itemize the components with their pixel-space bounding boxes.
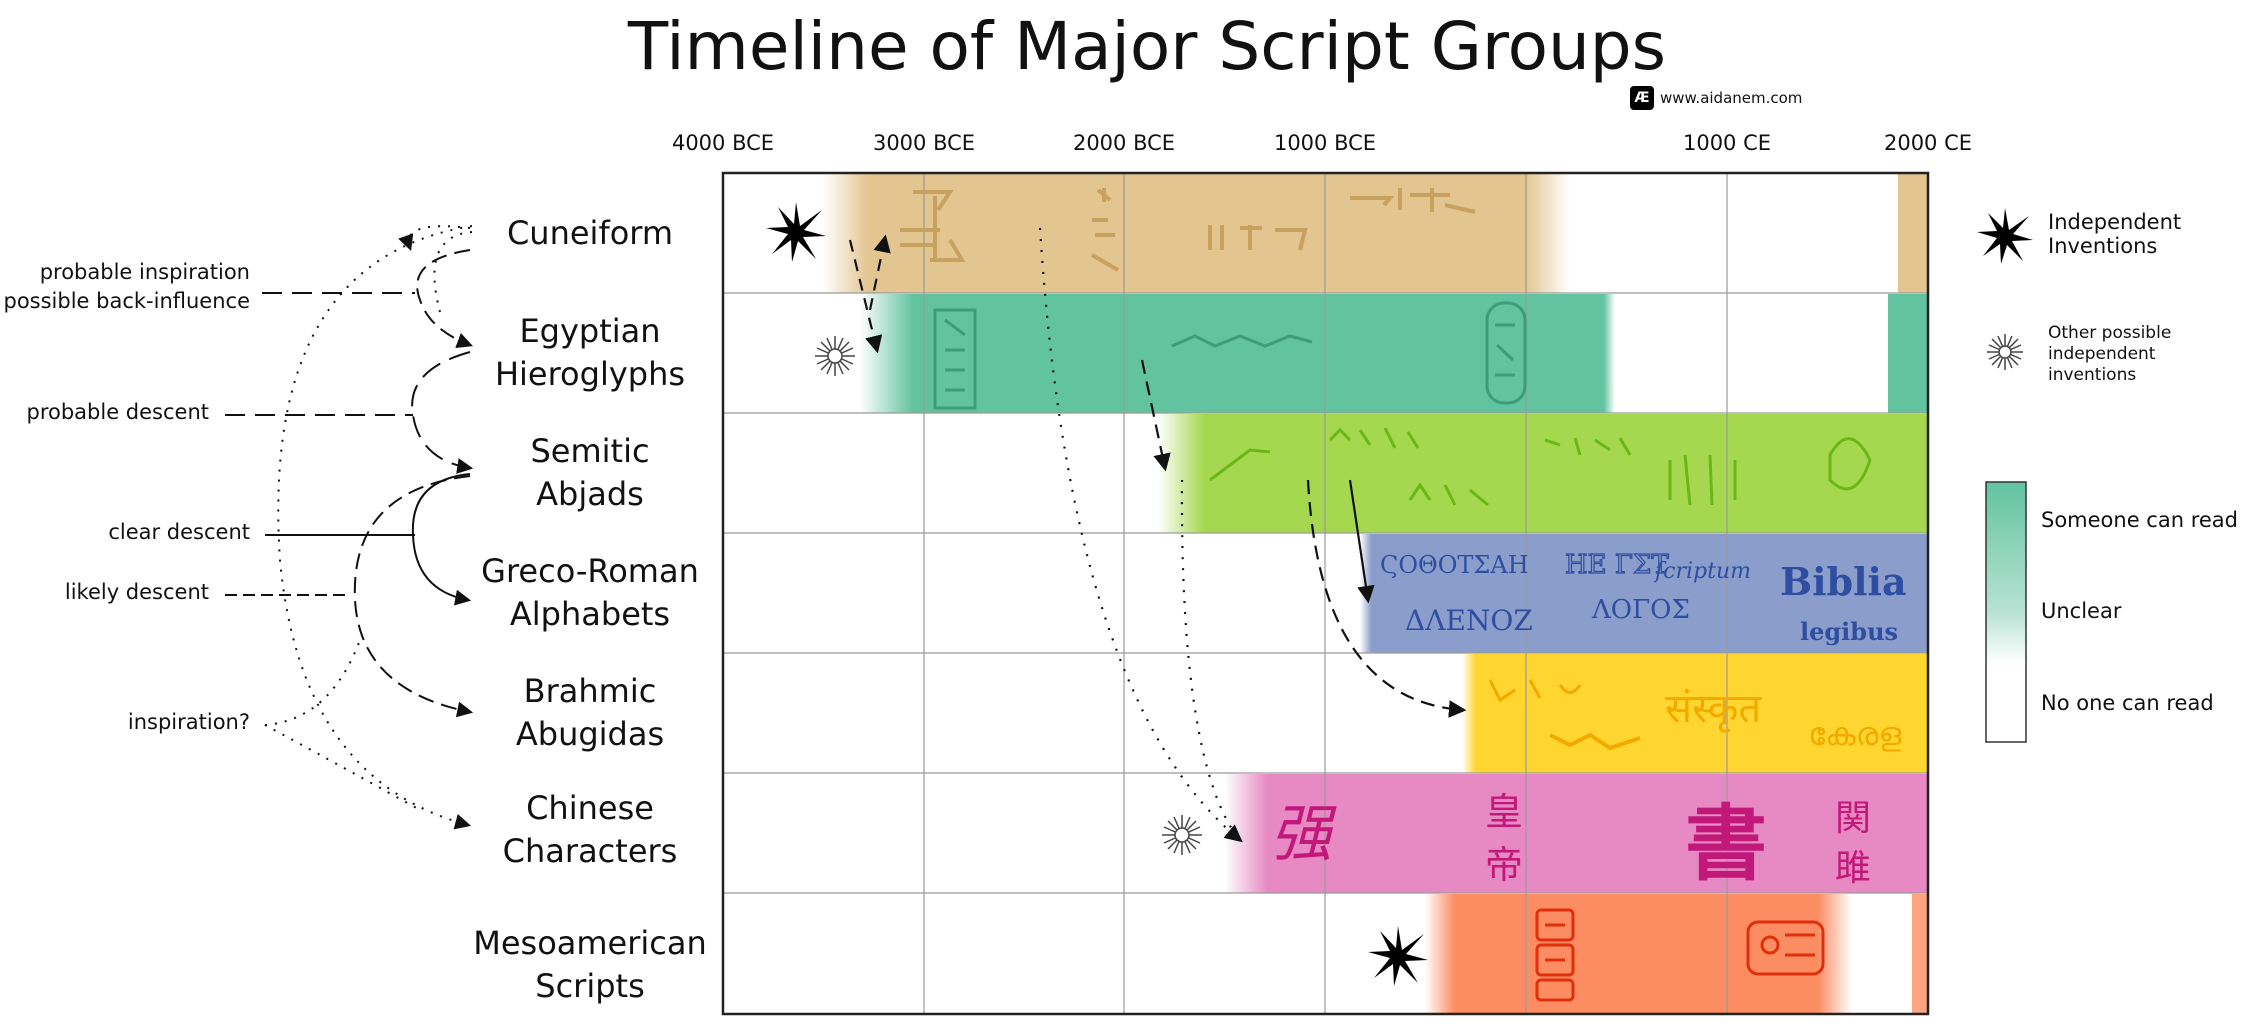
greco-roman-samples: ϚΟΘΟΤΣΑΗ ΗΕ ΓΣΤ ſcriptum ΔΛΕΝΟΖ ΛΟΓΟΣ Bi…	[1380, 549, 1907, 646]
credit-url[interactable]: www.aidanem.com	[1660, 89, 1803, 107]
cuneiform-glyphs	[900, 188, 1476, 272]
row-label-egyptian: Egyptian Hieroglyphs	[494, 312, 686, 393]
relation-diagram	[225, 225, 474, 830]
egyptian-glyphs	[933, 301, 1527, 410]
band-mesoamerican-edge	[1912, 894, 1928, 1013]
greek-sample-4: ΛΟΓΟΣ	[1591, 595, 1690, 625]
legend-someone-can-read: Someone can read	[2041, 508, 2238, 532]
page-title: Timeline of Major Script Groups	[627, 8, 1667, 85]
row-label-semitic: Semitic Abjads	[530, 432, 650, 513]
arrow-semitic-to-brahmic	[1306, 479, 1467, 718]
band-egyptian	[860, 294, 1615, 413]
legend-independent-label: Independent Inventions	[2048, 210, 2182, 258]
label-probable-inspiration: probable inspiration	[39, 260, 250, 284]
band-greco-roman	[1360, 534, 1928, 653]
timeline-frame	[721, 171, 1930, 1016]
brahmic-samples: संस्कृत കേരള	[1488, 679, 1902, 753]
credit: Æ www.aidanem.com	[1630, 86, 1802, 110]
row-label-mesoamerican: Mesoamerican Scripts	[473, 924, 707, 1005]
hanzi-sample-6: 强	[1270, 797, 1337, 870]
other-invention-star-chinese	[1162, 815, 1202, 855]
row-label-brahmic: Brahmic Abugidas	[515, 672, 665, 753]
band-cuneiform-revival	[1898, 174, 1928, 293]
arrow-egyptian-to-semitic	[1140, 359, 1171, 472]
hanzi-sample-5: 雎	[1835, 848, 1871, 889]
label-clear-descent: clear descent	[108, 520, 250, 544]
axis-label: 4000 BCE	[671, 131, 775, 155]
legend-other-star-icon	[1987, 334, 2023, 370]
row-label-greco-roman: Greco-Roman Alphabets	[481, 552, 699, 633]
devanagari-sample: संस्कृत	[1665, 686, 1762, 733]
legend-other-label: Other possible independent inventions	[2048, 323, 2172, 385]
independent-invention-star-cuneiform	[766, 202, 826, 262]
greek-sample-1: ϚΟΘΟΤΣΑΗ	[1380, 551, 1529, 579]
arrow-semitic-to-greek	[1348, 479, 1375, 604]
hanzi-sample-3: 書	[1685, 797, 1767, 892]
hanzi-sample-2: 帝	[1485, 843, 1523, 887]
grid	[723, 173, 1928, 1014]
timeline-arrows	[848, 227, 1467, 843]
arrow-dotted-1	[1038, 227, 1243, 843]
band-egyptian-revival	[1888, 294, 1928, 413]
label-inspiration: inspiration?	[127, 710, 250, 734]
row-label-cuneiform: Cuneiform	[506, 214, 674, 252]
label-likely-descent: likely descent	[64, 580, 209, 604]
independent-invention-star-mesoamerican	[1368, 926, 1428, 986]
axis-label: 3000 BCE	[872, 131, 976, 155]
greek-sample-3: ΔΛΕΝΟΖ	[1405, 604, 1533, 637]
axis-label: 1000 CE	[1682, 131, 1772, 155]
legend-no-one-can-read: No one can read	[2041, 691, 2214, 715]
chinese-samples: 强 皇 帝 書 関 雎	[1270, 790, 1871, 892]
legend-star-icon	[1977, 208, 2033, 264]
axis-label: 1000 BCE	[1273, 131, 1377, 155]
row-label-chinese: Chinese Characters	[502, 789, 678, 870]
mesoamerican-glyphs	[1535, 908, 1825, 1002]
band-semitic	[1158, 414, 1928, 533]
semitic-glyphs	[1209, 427, 1872, 507]
logo-icon: Æ	[1630, 86, 1654, 110]
band-chinese	[1225, 774, 1928, 893]
axis-label: 2000 BCE	[1072, 131, 1176, 155]
hanzi-sample-4: 関	[1835, 798, 1871, 839]
label-probable-descent: probable descent	[26, 400, 209, 424]
kerala-sample: കേരള	[1808, 715, 1902, 753]
biblia-sample: Biblia	[1780, 559, 1907, 604]
latin-sample: ſcriptum	[1653, 559, 1751, 584]
other-invention-star-egyptian	[815, 336, 855, 376]
band-mesoamerican	[1425, 894, 1852, 1013]
hanzi-sample-1: 皇	[1485, 790, 1523, 834]
label-possible-back-influence: possible back-influence	[3, 289, 250, 313]
arrow-egyptian-to-cuneiform	[868, 234, 891, 311]
legend-unclear: Unclear	[2041, 599, 2122, 623]
greek-sample-2: ΗΕ ΓΣΤ	[1565, 550, 1669, 580]
band-brahmic	[1462, 654, 1928, 773]
axis-label: 2000 CE	[1883, 131, 1973, 155]
legibus-sample: legibus	[1800, 617, 1898, 646]
legend-readability-bar	[1985, 481, 2027, 743]
